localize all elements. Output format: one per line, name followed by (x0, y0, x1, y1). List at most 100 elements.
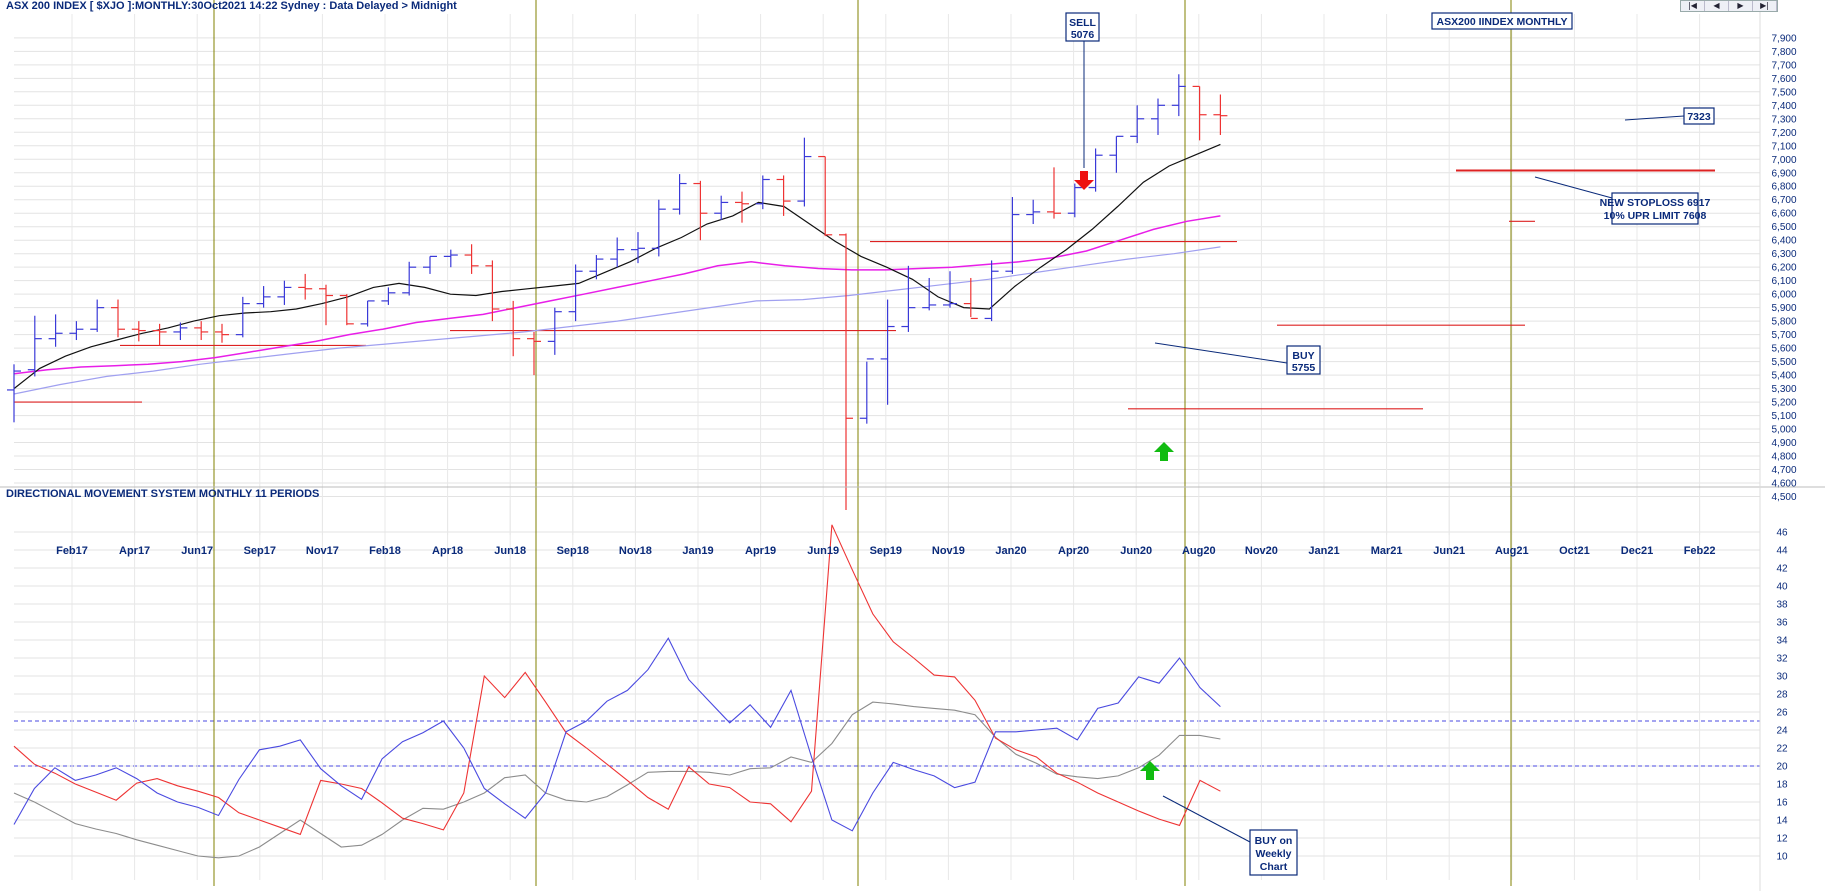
buy-weekly-line2: Weekly (1256, 848, 1292, 860)
x-tick-label: Oct21 (1559, 545, 1590, 557)
x-tick-label: Apr20 (1058, 545, 1089, 557)
x-tick-label: Jan20 (995, 545, 1026, 557)
buy-weekly-line3: Chart (1260, 861, 1288, 873)
x-tick-label: Feb22 (1684, 545, 1716, 557)
price-tick-label: 4,900 (1771, 438, 1796, 449)
price-tick-label: 6,300 (1771, 249, 1796, 260)
ohlc-bar (714, 195, 729, 220)
ohlc-bar (27, 315, 42, 377)
price-tick-label: 5,000 (1771, 425, 1796, 436)
dm-tick-label: 30 (1776, 672, 1788, 683)
sell-callout: SELL 5076 (1065, 12, 1100, 168)
x-tick-label: Nov19 (932, 545, 965, 557)
price-tick-label: 4,800 (1771, 452, 1796, 463)
last-price-callout: 7323 (1624, 107, 1715, 125)
price-tick-label: 6,500 (1771, 222, 1796, 233)
buy-callout: BUY 5755 (1154, 342, 1321, 375)
ohlc-bar (651, 199, 666, 257)
ohlc-bar (256, 286, 271, 308)
price-tick-label: 4,500 (1771, 492, 1796, 503)
moving-averages (13, 143, 1221, 395)
ohlc-bar (568, 264, 583, 322)
ohlc-bar (152, 323, 167, 346)
x-tick-label: Nov17 (306, 545, 339, 557)
x-tick-label: Aug21 (1495, 545, 1529, 557)
ma-long-line (13, 246, 1221, 395)
ohlc-bar (922, 277, 937, 311)
x-tick-label: Dec21 (1621, 545, 1653, 557)
price-tick-label: 5,700 (1771, 330, 1796, 341)
price-tick-label: 5,400 (1771, 371, 1796, 382)
ohlc-bar (693, 180, 708, 241)
x-tick-label: Jun20 (1120, 545, 1152, 557)
nav-first-button[interactable]: |◀ (1681, 1, 1705, 11)
ohlc-bar (235, 296, 250, 338)
price-tick-label: 6,900 (1771, 168, 1796, 179)
chart-navigation: |◀ ◀ ▶ ▶| (1680, 0, 1778, 12)
x-tick-label: Sep19 (870, 545, 902, 557)
ohlc-bar (277, 280, 292, 305)
dm-tick-label: 18 (1776, 780, 1788, 791)
dm-tick-label: 16 (1776, 798, 1788, 809)
ohlc-bars (7, 74, 1228, 510)
ohlc-bar (735, 191, 749, 223)
ohlc-bar (339, 294, 354, 326)
dm-tick-label: 36 (1776, 618, 1788, 629)
ohlc-bar (755, 175, 770, 210)
adx-line (13, 701, 1221, 859)
price-tick-label: 6,700 (1771, 195, 1796, 206)
x-tick-label: Sep17 (244, 545, 276, 557)
ohlc-bar (381, 287, 396, 305)
dm-grid (14, 500, 1760, 880)
price-tick-label: 7,900 (1771, 33, 1796, 44)
x-tick-label: Jun21 (1433, 545, 1465, 557)
price-tick-label: 7,100 (1771, 141, 1796, 152)
stoploss-label: NEW STOPLOSS 6917 (1600, 197, 1711, 209)
ohlc-bar (527, 331, 541, 376)
chart-title: ASX 200 INDEX [ $XJO ]:MONTHLY:30Oct2021… (6, 0, 457, 12)
price-tick-label: 7,400 (1771, 101, 1796, 112)
buy-label: BUY (1292, 350, 1314, 362)
dm-tick-label: 22 (1776, 744, 1788, 755)
x-tick-label: Jun17 (181, 545, 213, 557)
x-tick-label: Jan21 (1308, 545, 1339, 557)
price-tick-label: 6,800 (1771, 182, 1796, 193)
ohlc-bar (839, 233, 853, 510)
nav-next-button[interactable]: ▶ (1729, 1, 1753, 11)
ohlc-bar (69, 321, 84, 341)
ohlc-bar (776, 175, 791, 216)
x-tick-label: Jan19 (682, 545, 713, 557)
ohlc-bar (1109, 135, 1124, 173)
ma-mid-line (13, 215, 1221, 375)
ohlc-bar (1088, 148, 1103, 192)
x-tick-label: Apr19 (745, 545, 776, 557)
ohlc-bar (880, 299, 895, 405)
x-tick-label: Apr18 (432, 545, 463, 557)
price-y-axis: 4,500 4,600 4,700 4,800 4,900 5,000 5,100 5,200… (1771, 33, 1796, 503)
nav-last-button[interactable]: ▶| (1753, 1, 1777, 11)
ohlc-bar (360, 300, 375, 327)
ohlc-bar (610, 237, 625, 268)
x-tick-label: Sep18 (557, 545, 589, 557)
ohlc-bar (797, 137, 812, 207)
ohlc-bar (1171, 74, 1186, 117)
ohlc-bar (1026, 199, 1041, 225)
dm-tick-label: 42 (1776, 564, 1788, 575)
dm-tick-label: 28 (1776, 690, 1788, 701)
ohlc-bar (485, 260, 500, 322)
annotations: SELL 5076 ASX200 IINDEX MONTHLY BUY 5755… (1065, 12, 1715, 876)
dm-tick-label: 40 (1776, 582, 1788, 593)
ohlc-bar (984, 260, 999, 322)
ohlc-bar (1047, 167, 1061, 219)
price-tick-label: 7,200 (1771, 128, 1796, 139)
sell-price: 5076 (1071, 29, 1095, 41)
ohlc-bar (173, 322, 188, 341)
price-tick-label: 4,700 (1771, 465, 1796, 476)
di-plus-line (13, 637, 1221, 832)
price-tick-label: 6,400 (1771, 236, 1796, 247)
price-tick-label: 5,600 (1771, 344, 1796, 355)
dm-tick-label: 10 (1776, 852, 1788, 863)
nav-prev-button[interactable]: ◀ (1705, 1, 1729, 11)
price-tick-label: 5,200 (1771, 398, 1796, 409)
